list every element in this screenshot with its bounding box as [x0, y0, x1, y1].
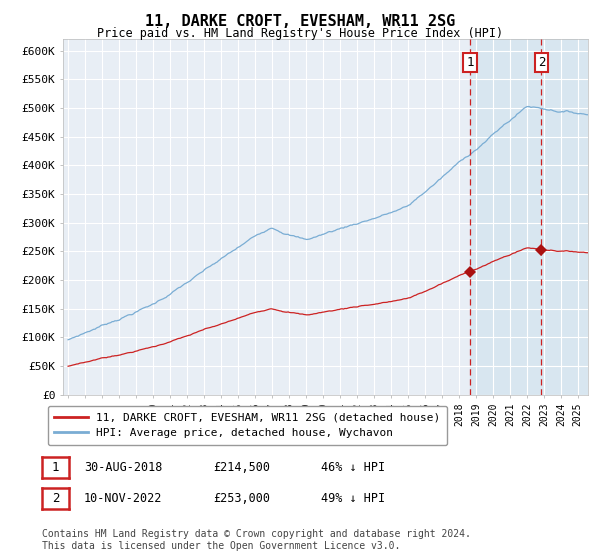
Bar — [470, 39, 588, 395]
Bar — [541, 39, 588, 395]
Text: Contains HM Land Registry data © Crown copyright and database right 2024.
This d: Contains HM Land Registry data © Crown c… — [42, 529, 471, 551]
Text: £253,000: £253,000 — [213, 492, 270, 505]
Text: 11, DARKE CROFT, EVESHAM, WR11 2SG: 11, DARKE CROFT, EVESHAM, WR11 2SG — [145, 14, 455, 29]
Legend: 11, DARKE CROFT, EVESHAM, WR11 2SG (detached house), HPI: Average price, detache: 11, DARKE CROFT, EVESHAM, WR11 2SG (deta… — [47, 406, 448, 445]
Text: 10-NOV-2022: 10-NOV-2022 — [84, 492, 163, 505]
Text: 2: 2 — [52, 492, 59, 505]
Text: £214,500: £214,500 — [213, 461, 270, 474]
Text: 49% ↓ HPI: 49% ↓ HPI — [321, 492, 385, 505]
Text: 30-AUG-2018: 30-AUG-2018 — [84, 461, 163, 474]
Text: 1: 1 — [52, 461, 59, 474]
Text: 2: 2 — [538, 56, 545, 69]
Text: 46% ↓ HPI: 46% ↓ HPI — [321, 461, 385, 474]
Text: 1: 1 — [466, 56, 474, 69]
Text: Price paid vs. HM Land Registry's House Price Index (HPI): Price paid vs. HM Land Registry's House … — [97, 27, 503, 40]
